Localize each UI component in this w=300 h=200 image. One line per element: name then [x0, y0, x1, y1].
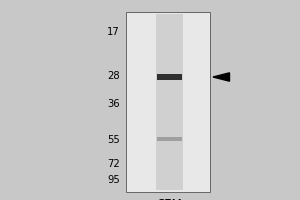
Text: CEM: CEM	[157, 198, 182, 200]
Text: 36: 36	[107, 99, 120, 109]
Text: 17: 17	[107, 27, 120, 37]
Text: 55: 55	[107, 135, 120, 145]
Text: 28: 28	[107, 71, 120, 81]
Text: 95: 95	[107, 175, 120, 185]
Text: 72: 72	[107, 159, 120, 169]
